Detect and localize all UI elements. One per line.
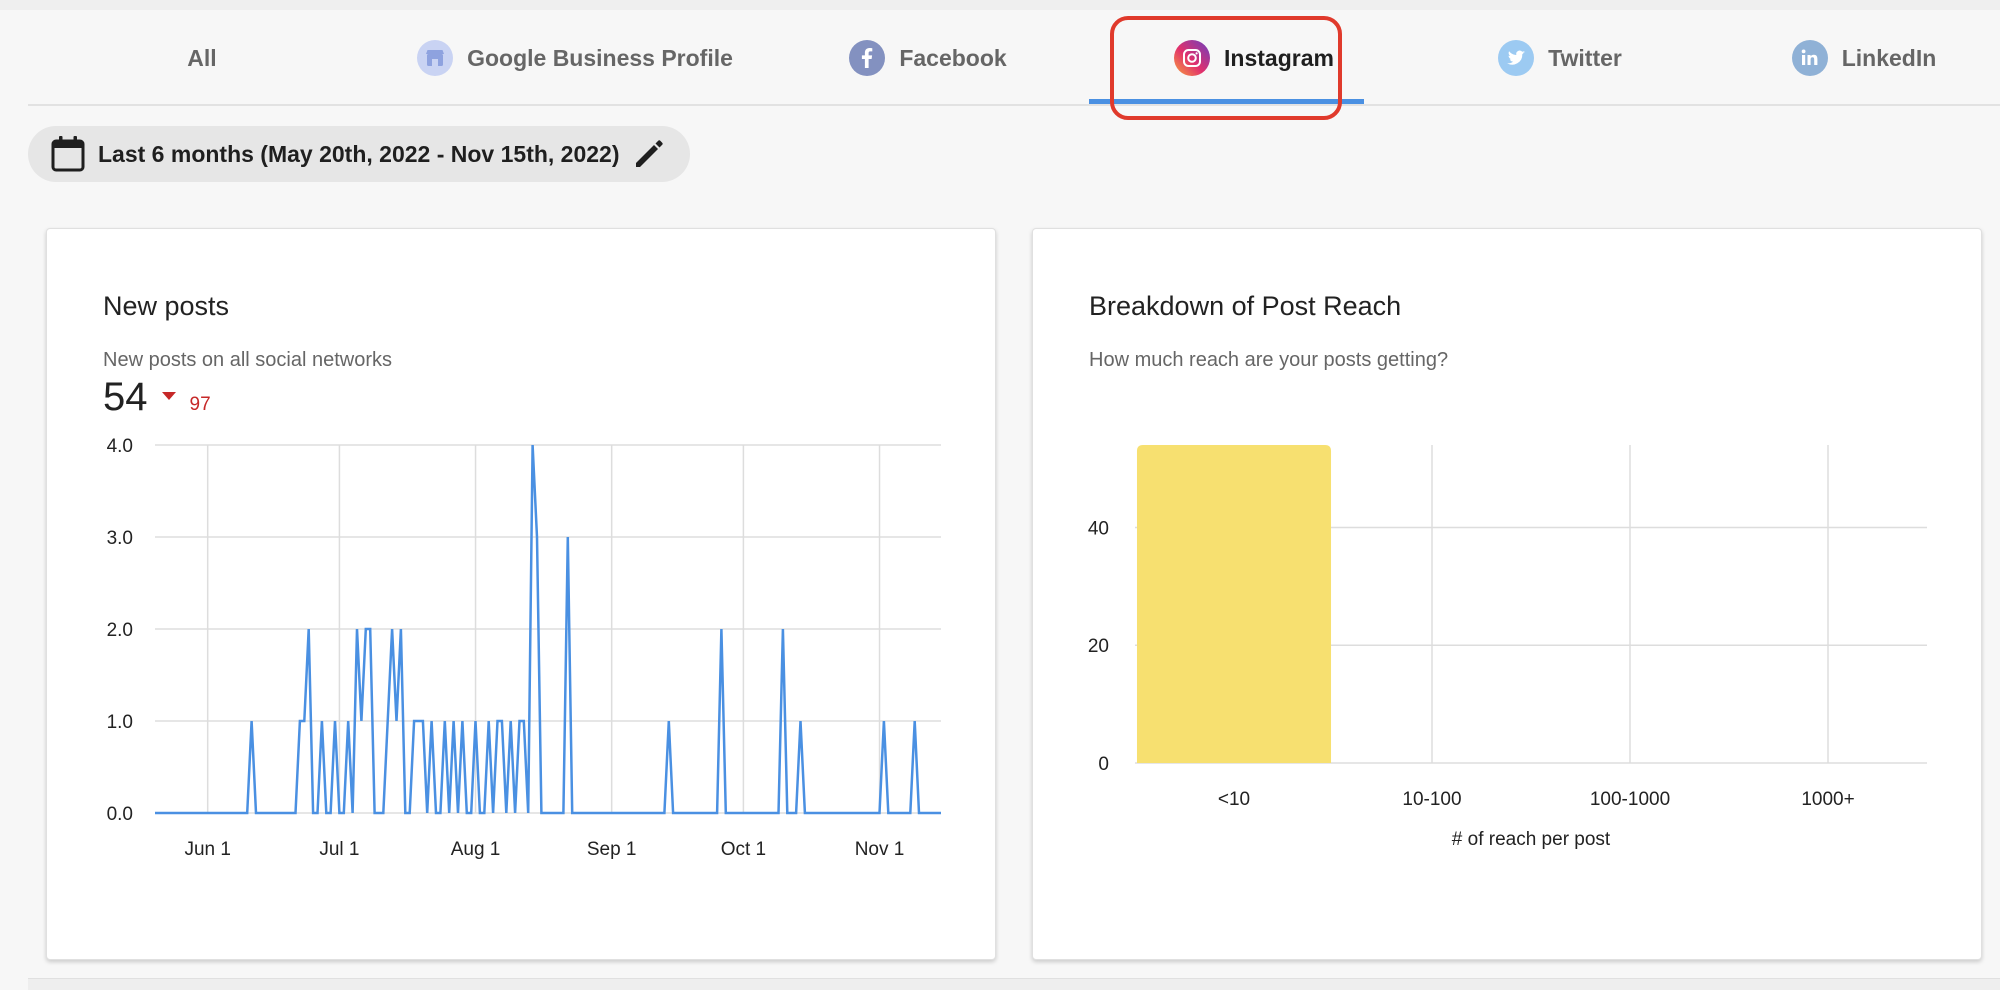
tab-label: Twitter (1548, 44, 1622, 71)
y-tick-label: 0.0 (107, 804, 133, 825)
y-tick-label: 40 (1088, 518, 1109, 539)
tab-label: All (187, 44, 217, 71)
instagram-icon (1174, 40, 1211, 76)
card-title: New posts (103, 291, 230, 321)
tab-all[interactable]: All (128, 10, 276, 106)
y-tick-label: 20 (1088, 636, 1109, 657)
y-tick-label: 3.0 (107, 528, 133, 549)
bottom-strip (28, 978, 2000, 990)
tab-linkedin[interactable]: LinkedIn (1774, 10, 1954, 106)
tab-facebook[interactable]: Facebook (828, 10, 1028, 106)
network-tabs: All Google Business Profile Facebook Ins… (28, 10, 2000, 106)
x-tick-label: <10 (1218, 789, 1250, 810)
google-business-icon (417, 40, 454, 76)
new-posts-card: New posts New posts on all social networ… (46, 228, 996, 960)
y-tick-label: 0 (1098, 754, 1109, 775)
top-strip (0, 0, 2000, 10)
metric-value: 54 (103, 375, 148, 419)
x-tick-label: Aug 1 (451, 839, 501, 860)
new-posts-line-chart: 0.0 1.0 2.0 3.0 4.0 Jun 1 Jul 1 Aug 1 Sep 1 Oct 1… (107, 436, 941, 860)
facebook-icon (849, 40, 886, 76)
date-range-label: Last 6 months (May 20th, 2022 - Nov 15th… (98, 140, 620, 167)
active-tab-indicator (1089, 99, 1364, 104)
down-arrow-icon (161, 392, 176, 400)
tab-label: Instagram (1224, 44, 1334, 71)
x-tick-label: 100-1000 (1590, 789, 1670, 810)
y-tick-label: 1.0 (107, 712, 133, 733)
bar (1136, 445, 1332, 763)
card-title: Breakdown of Post Reach (1089, 291, 1402, 321)
tab-label: Google Business Profile (467, 44, 733, 71)
tab-label: Facebook (899, 44, 1007, 71)
card-subtitle: How much reach are your posts getting? (1089, 349, 1449, 371)
new-posts-metric: 54 97 (103, 375, 211, 420)
x-tick-label: Jul 1 (319, 839, 359, 860)
x-axis-label: # of reach per post (1452, 829, 1611, 850)
x-tick-label: Jun 1 (184, 839, 230, 860)
tab-google-business-profile[interactable]: Google Business Profile (390, 10, 760, 106)
x-tick-label: Sep 1 (587, 839, 637, 860)
twitter-icon (1498, 40, 1535, 76)
x-tick-label: 1000+ (1801, 789, 1854, 810)
x-tick-label: 10-100 (1402, 789, 1461, 810)
tab-twitter[interactable]: Twitter (1470, 10, 1650, 106)
linkedin-icon (1791, 40, 1828, 76)
tab-label: LinkedIn (1841, 44, 1937, 71)
x-tick-label: Nov 1 (855, 839, 905, 860)
x-tick-label: Oct 1 (721, 839, 766, 860)
y-tick-label: 4.0 (107, 436, 133, 457)
y-tick-label: 2.0 (107, 620, 133, 641)
calendar-icon (51, 136, 85, 172)
post-reach-bar-chart: 0 20 40 <10 10-100 100-1000 1000+ # of reach pe… (1088, 445, 1927, 850)
post-reach-card: Breakdown of Post Reach How much reach a… (1032, 228, 1982, 960)
series-line (155, 444, 941, 815)
date-range-selector[interactable]: Last 6 months (May 20th, 2022 - Nov 15th… (28, 126, 690, 182)
tab-instagram[interactable]: Instagram (1144, 10, 1364, 106)
pencil-icon[interactable] (632, 137, 666, 171)
metric-delta: 97 (189, 394, 211, 415)
card-subtitle: New posts on all social networks (103, 349, 393, 371)
